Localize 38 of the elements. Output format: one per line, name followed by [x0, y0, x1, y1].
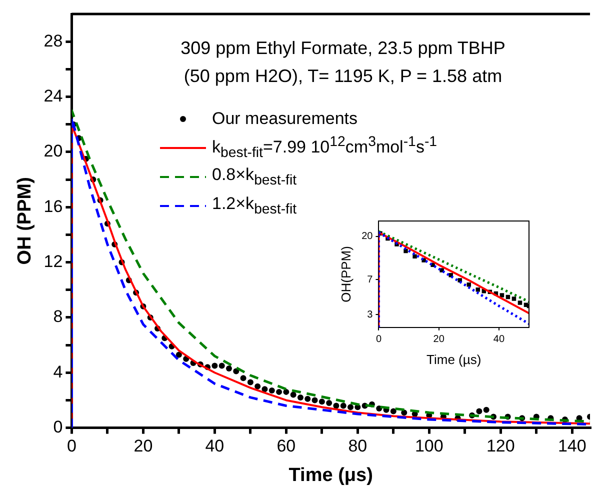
x-tick-label: 20 [433, 334, 445, 346]
x-axis-title: Time (µs) [426, 352, 482, 367]
y-tick-label: 16 [44, 196, 63, 216]
y-tick-label: 4 [53, 362, 63, 382]
point [412, 254, 417, 259]
y-tick-label: 8 [53, 307, 63, 326]
y-tick-label: 3 [367, 309, 374, 320]
point [518, 300, 522, 305]
x-tick-label: 80 [348, 436, 368, 456]
y-tick-label: 20 [362, 231, 374, 242]
point [512, 296, 516, 301]
y-tick-label: 12 [44, 252, 63, 271]
y-tick-label: 0 [53, 417, 63, 436]
x-tick-label: 40 [493, 334, 505, 346]
x-tick-label: 0 [66, 436, 76, 456]
x-axis-title: Time (μs) [288, 464, 373, 486]
legend-label: Our measurements [212, 108, 358, 128]
x-tick-label: 100 [414, 436, 444, 456]
y-axis-title: OH(PPM) [338, 246, 354, 302]
annotation: 309 ppm Ethyl Formate, 23.5 ppm TBHP [180, 38, 506, 59]
y-tick-label: 24 [44, 86, 63, 106]
legend-label: 1.2×k$_{best-fit}$ [212, 194, 297, 218]
x-tick-label: 140 [558, 436, 586, 456]
x-tick-label: 0 [376, 334, 382, 346]
annotation: (50 ppm H2O), T= 1195 K, P = 1.58 atm [182, 66, 504, 87]
point [466, 282, 472, 287]
x-tick-label: 20 [134, 436, 153, 456]
point [500, 293, 504, 298]
text: k$_{best-fit}$=7.99 10$^{12}$cm$^{3}$mol$^{-1}$s$^{-1}$ [212, 134, 438, 162]
y-tick-label: 28 [44, 31, 63, 50]
legend-label: 0.8×k$_{best-fit}$ [212, 164, 297, 188]
x-tick-label: 40 [205, 436, 224, 456]
y-tick-label: 7 [367, 274, 374, 286]
y-axis-title: OH (PPM) [14, 177, 36, 265]
y-tick-label: 20 [44, 142, 63, 161]
x-tick-label: 120 [486, 436, 515, 456]
x-tick-label: 60 [276, 436, 296, 456]
point [404, 248, 408, 254]
